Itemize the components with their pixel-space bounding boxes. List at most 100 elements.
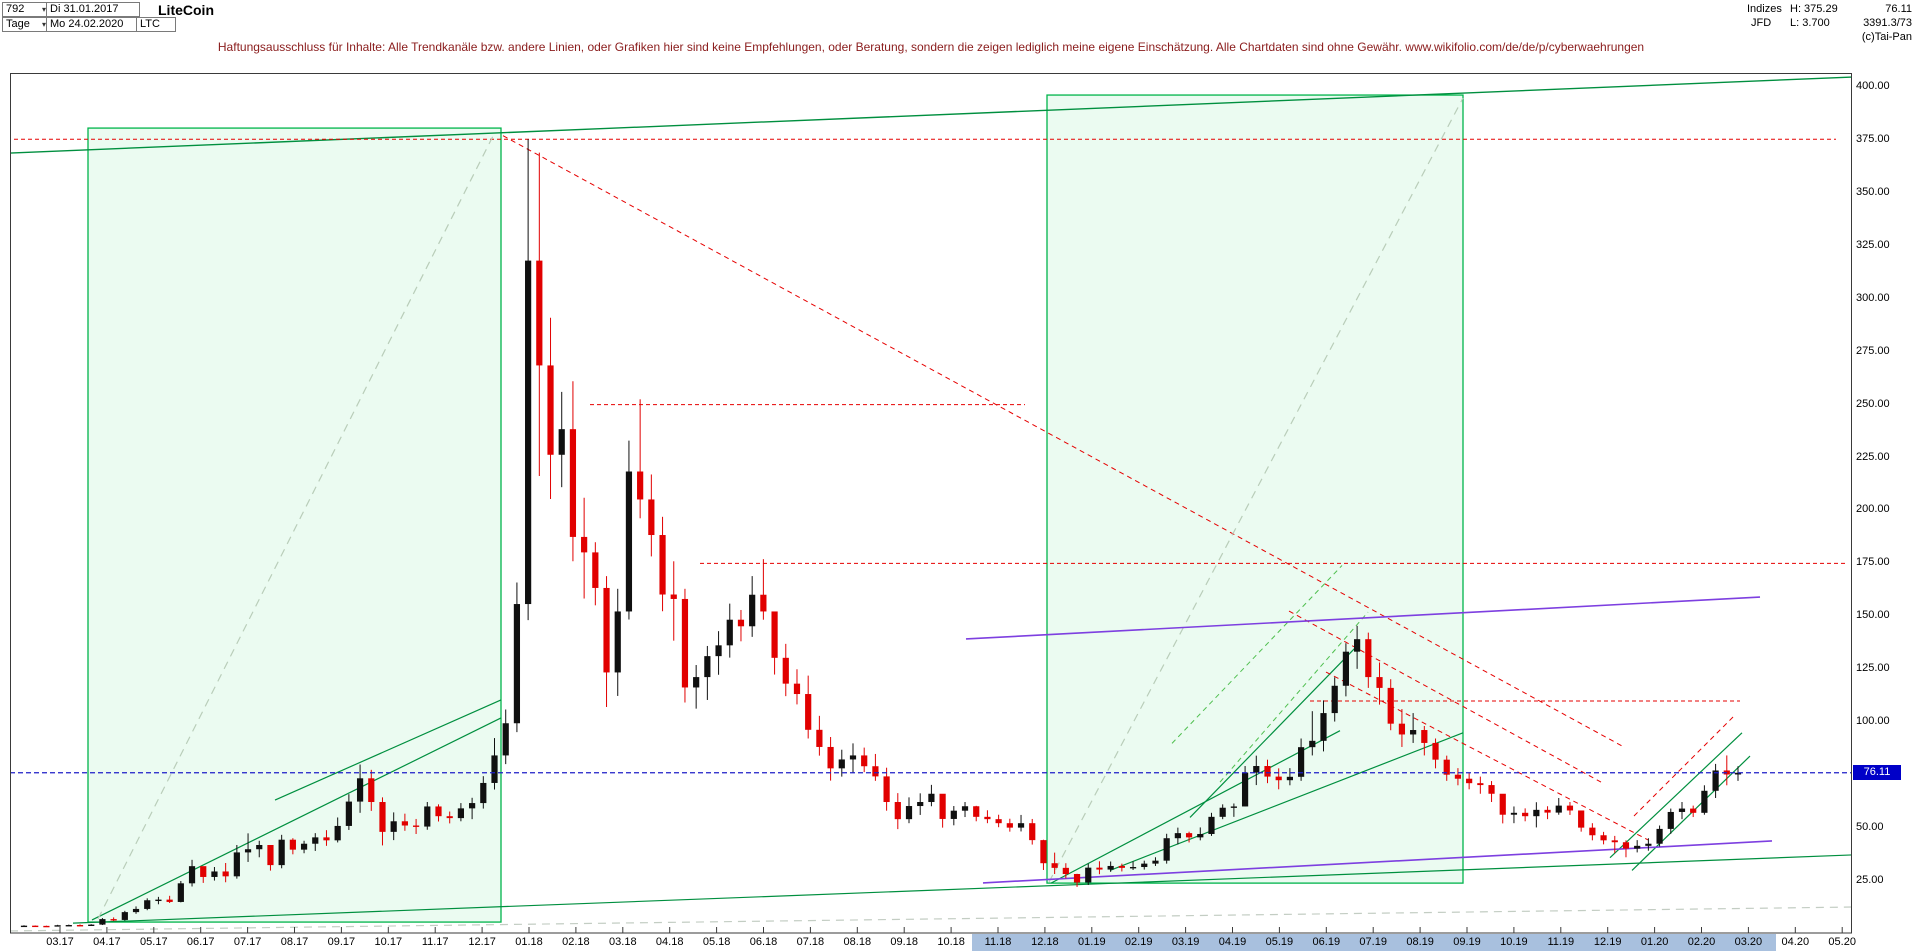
candle-body: [1667, 811, 1674, 829]
x-axis-label: 05.18: [702, 936, 731, 948]
candle-body: [132, 908, 140, 913]
candle-body: [1073, 874, 1081, 883]
candle-body: [1275, 776, 1282, 781]
disclaimer: Haftungsausschluss für Inhalte: Alle Tre…: [217, 40, 1645, 54]
last-price-badge: 76.11: [1853, 764, 1901, 780]
candle-body: [793, 683, 801, 695]
period-low-value: L: 3.700: [1790, 17, 1830, 29]
x-axis-label: 08.19: [1406, 936, 1434, 948]
trend-line: [10, 76, 1852, 154]
x-axis-label: 02.18: [562, 936, 590, 948]
x-axis-label: 04.18: [655, 936, 684, 948]
candle-body: [1051, 863, 1058, 868]
candle-body: [1678, 808, 1686, 812]
candle-body: [984, 816, 991, 820]
candle-body: [446, 816, 453, 819]
candle-body: [816, 729, 823, 747]
timeframe-dropdown[interactable]: Tage ▾: [2, 17, 50, 32]
chart-plot-area[interactable]: [10, 73, 1852, 934]
date-axis-highlight-band: [972, 934, 1777, 951]
candle-body: [166, 899, 173, 902]
chevron-down-icon: ▾: [41, 20, 46, 29]
candle-body: [43, 925, 50, 928]
candle-body: [121, 912, 128, 920]
candle-body: [1645, 843, 1652, 846]
range-end-value: Mo 24.02.2020: [50, 18, 124, 30]
candle-body: [1533, 809, 1540, 817]
candle-body: [1017, 823, 1025, 828]
x-axis-label: 04.20: [1781, 936, 1810, 948]
candle-body: [457, 808, 465, 819]
candle-body: [88, 924, 95, 927]
range-end-field[interactable]: Mo 24.02.2020: [46, 17, 140, 32]
x-axis-label: 11.17: [421, 936, 449, 948]
x-axis-label: 10.19: [1500, 936, 1528, 948]
candle-body: [480, 782, 487, 804]
x-axis-label: 07.19: [1359, 936, 1387, 948]
candle-body: [1499, 793, 1506, 815]
candle-body: [1712, 770, 1719, 791]
candle-body: [1320, 713, 1327, 741]
candle-body: [1241, 772, 1249, 807]
x-axis-label: 10.17: [374, 936, 403, 948]
candlestick-chart[interactable]: [10, 73, 1852, 934]
candle-body: [1342, 651, 1350, 686]
trend-line: [72, 854, 1852, 924]
candle-body: [1354, 639, 1361, 652]
candle-body: [1544, 809, 1551, 813]
current-price-value: 76.11: [1885, 3, 1912, 15]
candle-body: [211, 871, 218, 877]
trend-box: [1046, 94, 1464, 884]
candle-body: [872, 766, 879, 777]
candle-body: [782, 657, 789, 684]
y-axis-label: 350.00: [1856, 185, 1890, 198]
price-axis: 400.00 375.00 350.00 325.00 300.00 275.00 250.…: [1856, 73, 1914, 943]
candle-body: [76, 925, 84, 927]
x-axis-label: 03.19: [1171, 936, 1200, 948]
candle-body: [693, 677, 700, 688]
trend-line: [97, 131, 496, 920]
candle-body: [939, 793, 946, 819]
trend-line: [1609, 732, 1743, 859]
candle-body: [1734, 772, 1742, 775]
candle-body: [1253, 766, 1260, 773]
candle-body: [928, 793, 935, 803]
candle-body: [760, 594, 767, 612]
bars-count-dropdown[interactable]: 792 ▾: [2, 2, 50, 17]
range-start-value: Di 31.01.2017: [50, 3, 119, 15]
y-axis-label: 50.00: [1856, 821, 1884, 834]
candle-body: [1152, 860, 1159, 864]
x-axis-label: 06.19: [1312, 936, 1341, 948]
candle-body: [536, 260, 543, 366]
candle-body: [681, 598, 689, 688]
chevron-down-icon: ▾: [41, 5, 46, 14]
candle-body: [883, 776, 890, 803]
candle-body: [1410, 730, 1417, 735]
x-axis-label: 11.18: [984, 936, 1012, 948]
candle-body: [1286, 776, 1293, 781]
candle-body: [435, 806, 442, 817]
candle-body: [1174, 833, 1181, 839]
range-start-field[interactable]: Di 31.01.2017: [46, 2, 140, 17]
candle-body: [558, 429, 565, 455]
candle-body: [805, 694, 812, 730]
candle-body: [233, 852, 240, 877]
candle-body: [244, 849, 252, 853]
symbol-field[interactable]: LTC: [136, 17, 176, 32]
candle-body: [1634, 845, 1641, 849]
x-axis-label: 10.18: [937, 936, 965, 948]
candle-body: [1690, 808, 1697, 813]
candle-body: [749, 594, 756, 627]
y-axis-label: 250.00: [1856, 397, 1890, 410]
trend-box: [87, 127, 502, 923]
candle-body: [625, 471, 633, 612]
trend-line: [91, 717, 502, 921]
page-title: LiteCoin: [158, 2, 214, 18]
candle-body: [1118, 865, 1125, 868]
candle-body: [614, 611, 621, 673]
x-axis-label: 01.18: [515, 936, 543, 948]
x-axis-label: 03.18: [609, 936, 637, 948]
candle-body: [1331, 685, 1338, 714]
y-axis-label: 300.00: [1856, 291, 1890, 304]
candle-body: [379, 802, 386, 832]
